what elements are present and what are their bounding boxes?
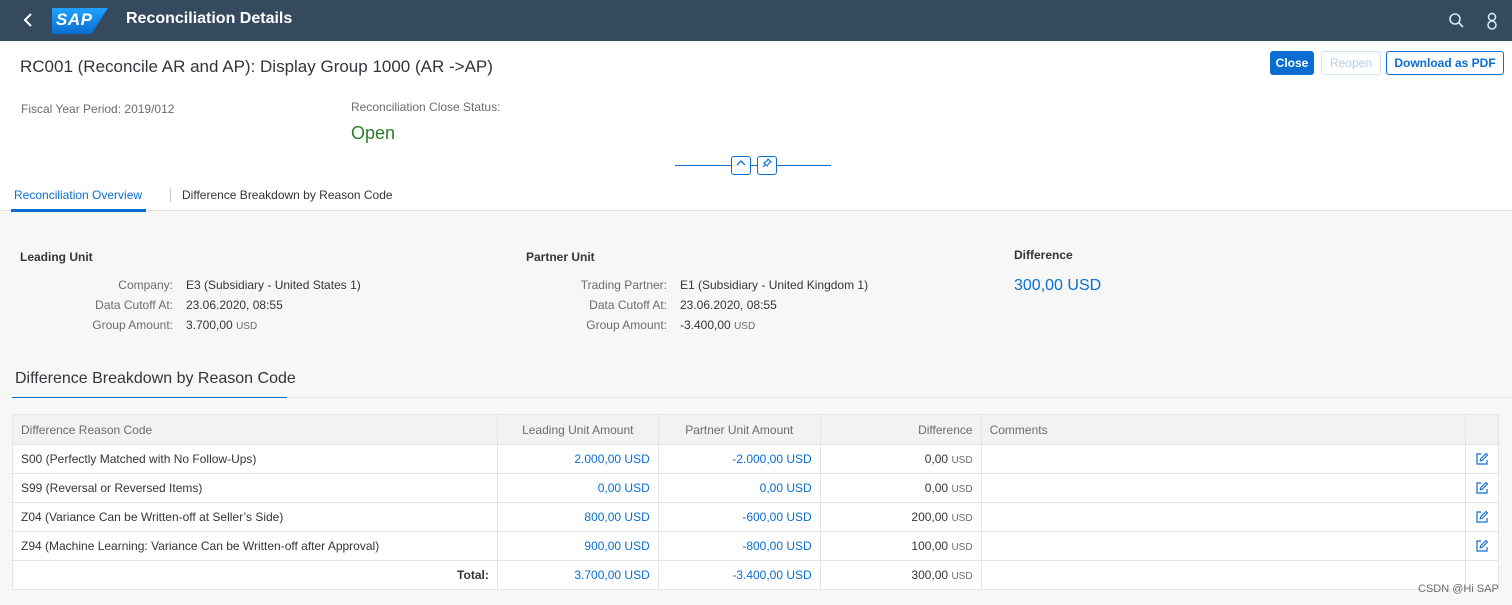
shell-bar: SAP Reconciliation Details: [0, 0, 1512, 41]
column-header-comments[interactable]: Comments: [980, 414, 1466, 445]
reason-cell: Z04 (Variance Can be Written-off at Sell…: [12, 502, 498, 532]
collapse-line-left: [675, 165, 731, 166]
edit-icon[interactable]: [1475, 481, 1489, 495]
partner-amount-cell[interactable]: 0,00 USD: [657, 473, 821, 503]
comments-cell: [980, 502, 1466, 532]
table-row: S00 (Perfectly Matched with No Follow-Up…: [12, 444, 1500, 474]
total-label: Total:: [12, 560, 498, 590]
object-header: RC001 (Reconcile AR and AP): Display Gro…: [0, 41, 1512, 212]
edit-cell: [1464, 444, 1500, 474]
table-row: Z94 (Machine Learning: Variance Can be W…: [12, 531, 1500, 561]
collapse-line-right: [777, 165, 831, 166]
partner-unit-heading: Partner Unit: [526, 250, 595, 264]
column-header-reason[interactable]: Difference Reason Code: [12, 414, 498, 445]
collapse-header-button[interactable]: [731, 156, 751, 175]
edit-icon[interactable]: [1475, 452, 1489, 466]
status-value: Open: [351, 123, 396, 143]
partner-amount-label: Group Amount:: [586, 318, 667, 332]
reopen-button[interactable]: Reopen: [1321, 51, 1381, 75]
table-row: S99 (Reversal or Reversed Items) 0,00 US…: [12, 473, 1500, 503]
total-leading-cell[interactable]: 3.700,00 USD: [496, 560, 659, 590]
difference-value[interactable]: 300,00 USD: [1014, 277, 1102, 294]
trading-partner-label: Trading Partner:: [580, 278, 667, 292]
column-header-leading[interactable]: Leading Unit Amount: [496, 414, 659, 445]
close-button[interactable]: Close: [1270, 51, 1314, 75]
column-header-partner[interactable]: Partner Unit Amount: [657, 414, 821, 445]
app-title: Reconciliation Details: [126, 10, 293, 27]
partner-amount-cell[interactable]: -2.000,00 USD: [657, 444, 821, 474]
difference-cell: 0,00 USD: [819, 473, 982, 503]
breakdown-title-underline: [12, 397, 287, 398]
search-icon[interactable]: [1446, 10, 1468, 32]
partner-cutoff-label: Data Cutoff At:: [589, 298, 667, 312]
tab-difference-breakdown[interactable]: Difference Breakdown by Reason Code: [182, 188, 393, 202]
page-title: RC001 (Reconcile AR and AP): Display Gro…: [20, 57, 493, 76]
back-icon[interactable]: [18, 9, 40, 31]
comments-cell: [980, 473, 1466, 503]
fiscal-period: Fiscal Year Period: 2019/012: [21, 102, 175, 116]
leading-amount-label: Group Amount:: [92, 318, 173, 332]
section-divider: [287, 397, 1512, 398]
leading-amount-cell[interactable]: 0,00 USD: [496, 473, 659, 503]
sap-logo[interactable]: SAP: [52, 8, 108, 34]
difference-heading: Difference: [1014, 248, 1073, 262]
total-row: Total: 3.700,00 USD -3.400,00 USD 300,00…: [12, 560, 1500, 590]
column-header-actions: [1464, 414, 1500, 445]
partner-amount-cell[interactable]: -800,00 USD: [657, 531, 821, 561]
user-icon[interactable]: [1481, 10, 1503, 32]
total-action-cell: [1464, 560, 1500, 590]
breakdown-title: Difference Breakdown by Reason Code: [15, 370, 296, 387]
partner-amount-value: -3.400,00 USD: [680, 318, 756, 332]
difference-cell: 0,00 USD: [819, 444, 982, 474]
partner-cutoff-value: 23.06.2020, 08:55: [680, 298, 777, 312]
leading-amount-value: 3.700,00 USD: [186, 318, 258, 332]
comments-cell: [980, 531, 1466, 561]
pin-header-button[interactable]: [757, 156, 777, 175]
reason-cell: Z94 (Machine Learning: Variance Can be W…: [12, 531, 498, 561]
difference-cell: 200,00 USD: [819, 502, 982, 532]
total-partner-cell[interactable]: -3.400,00 USD: [657, 560, 821, 590]
company-label: Company:: [118, 278, 173, 292]
collapse-line-mid: [751, 165, 757, 166]
comments-cell: [980, 444, 1466, 474]
leading-unit-heading: Leading Unit: [20, 250, 93, 264]
edit-icon[interactable]: [1475, 510, 1489, 524]
trading-partner-value: E1 (Subsidiary - United Kingdom 1): [680, 278, 869, 292]
edit-cell: [1464, 531, 1500, 561]
status-label: Reconciliation Close Status:: [351, 100, 501, 114]
partner-amount-cell[interactable]: -600,00 USD: [657, 502, 821, 532]
edit-icon[interactable]: [1475, 539, 1489, 553]
table-header-row: Difference Reason Code Leading Unit Amou…: [12, 414, 1500, 445]
leading-amount-cell[interactable]: 900,00 USD: [496, 531, 659, 561]
edit-cell: [1464, 473, 1500, 503]
reason-cell: S00 (Perfectly Matched with No Follow-Up…: [12, 444, 498, 474]
leading-cutoff-label: Data Cutoff At:: [95, 298, 173, 312]
total-difference-cell: 300,00 USD: [819, 560, 982, 590]
difference-cell: 100,00 USD: [819, 531, 982, 561]
leading-cutoff-value: 23.06.2020, 08:55: [186, 298, 283, 312]
leading-amount-cell[interactable]: 2.000,00 USD: [496, 444, 659, 474]
company-value: E3 (Subsidiary - United States 1): [186, 278, 361, 292]
edit-cell: [1464, 502, 1500, 532]
tab-reconciliation-overview[interactable]: Reconciliation Overview: [14, 188, 143, 202]
reason-cell: S99 (Reversal or Reversed Items): [12, 473, 498, 503]
tab-selected-indicator: [11, 209, 146, 212]
leading-amount-cell[interactable]: 800,00 USD: [496, 502, 659, 532]
table-row: Z04 (Variance Can be Written-off at Sell…: [12, 502, 1500, 532]
column-header-difference[interactable]: Difference: [819, 414, 982, 445]
tab-separator: [170, 188, 171, 202]
download-pdf-button[interactable]: Download as PDF: [1386, 51, 1504, 75]
watermark: CSDN @Hi SAP: [1418, 583, 1499, 595]
breakdown-table: Difference Reason Code Leading Unit Amou…: [12, 414, 1500, 590]
total-comments-cell: [980, 560, 1466, 590]
